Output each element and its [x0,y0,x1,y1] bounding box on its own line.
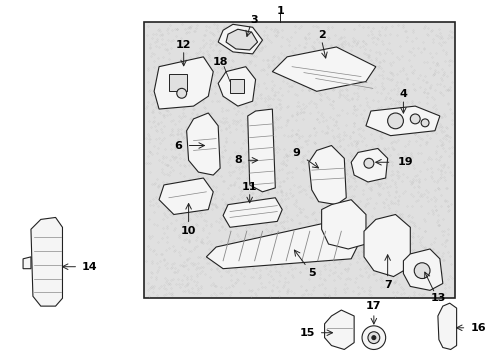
Text: 19: 19 [397,157,412,167]
Text: 18: 18 [212,57,227,67]
Text: 12: 12 [176,40,191,50]
Circle shape [363,158,373,168]
Polygon shape [154,57,213,109]
Text: 15: 15 [299,328,314,338]
Polygon shape [350,148,387,182]
Text: 7: 7 [383,280,391,291]
Bar [229,80,244,93]
Circle shape [413,263,429,279]
Polygon shape [206,219,360,269]
Text: 13: 13 [429,293,445,303]
Text: 4: 4 [399,89,407,99]
Polygon shape [363,215,409,276]
Polygon shape [31,217,62,306]
Polygon shape [324,310,353,350]
Text: 9: 9 [291,148,299,158]
Polygon shape [247,109,275,192]
Text: 17: 17 [366,301,381,311]
Text: 5: 5 [307,267,315,278]
Circle shape [361,326,385,350]
Text: 11: 11 [242,182,257,192]
Circle shape [409,114,419,124]
Polygon shape [218,67,255,106]
Text: 16: 16 [469,323,485,333]
Polygon shape [272,47,375,91]
Bar [144,22,454,298]
Polygon shape [321,200,365,249]
Text: 10: 10 [181,226,196,236]
Text: 1: 1 [276,5,284,15]
Circle shape [367,332,379,343]
Text: 6: 6 [173,140,182,150]
Text: 3: 3 [250,15,258,25]
Text: 2: 2 [317,30,325,40]
Polygon shape [365,106,439,136]
Polygon shape [23,257,31,269]
Circle shape [371,336,375,339]
Bar [168,73,186,91]
Polygon shape [437,303,456,350]
Circle shape [387,113,403,129]
Polygon shape [223,198,282,227]
Circle shape [420,119,428,127]
Polygon shape [186,113,220,175]
Text: 14: 14 [82,262,98,272]
Circle shape [177,88,186,98]
Text: 8: 8 [234,155,242,165]
Polygon shape [159,178,213,215]
Polygon shape [308,145,346,204]
Polygon shape [403,249,442,291]
Polygon shape [225,29,257,50]
Polygon shape [218,24,262,54]
